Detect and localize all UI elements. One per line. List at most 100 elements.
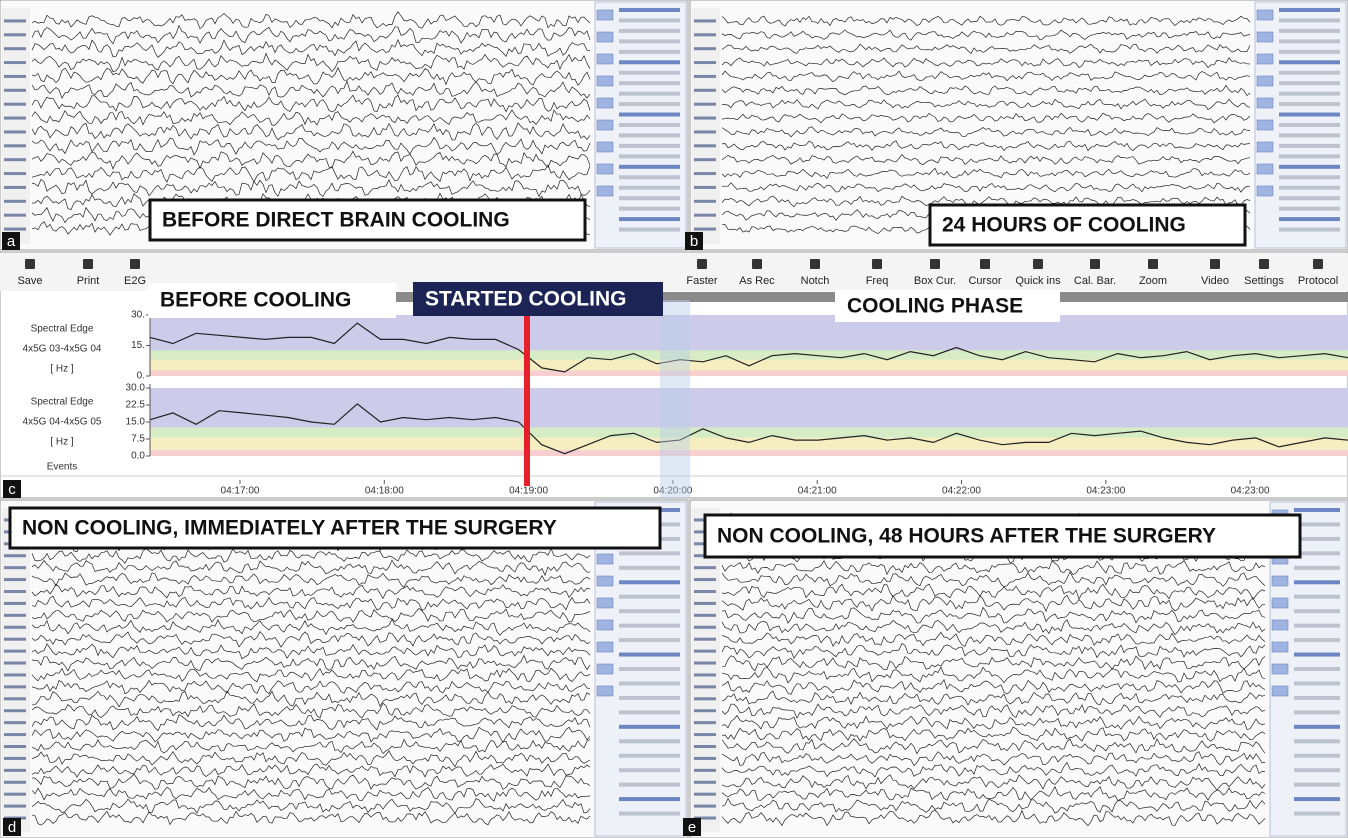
y-tick-label: 22.5 xyxy=(126,400,146,411)
side-setting xyxy=(619,133,680,137)
side-setting xyxy=(1279,8,1340,12)
toolbar-icon xyxy=(1259,259,1269,269)
channel-name xyxy=(4,638,26,641)
caption: NON COOLING, IMMEDIATELY AFTER THE SURGE… xyxy=(22,517,557,540)
y-tick-label: 15.0 xyxy=(126,417,146,428)
channel-name xyxy=(694,200,716,203)
channel-name xyxy=(4,117,26,120)
y-tick-label: 7.5 xyxy=(131,434,145,445)
side-button xyxy=(1272,620,1288,630)
side-setting xyxy=(1294,653,1340,657)
side-button xyxy=(1272,598,1288,608)
side-setting xyxy=(1279,207,1340,211)
toolbar-icon xyxy=(1033,259,1043,269)
toolbar-icon xyxy=(752,259,762,269)
toolbar-button: Freq xyxy=(866,275,889,287)
toolbar-icon xyxy=(130,259,140,269)
y-tick-label: 0. xyxy=(137,371,145,382)
channel-name xyxy=(4,602,26,605)
side-button xyxy=(597,10,613,20)
time-label: 04:23:00 xyxy=(1231,486,1270,497)
channel-name xyxy=(694,709,716,712)
channel-name xyxy=(694,47,716,50)
side-button xyxy=(1257,54,1273,64)
side-button xyxy=(597,554,613,564)
side-button xyxy=(597,164,613,174)
side-setting xyxy=(619,81,680,85)
side-button xyxy=(1257,10,1273,20)
toolbar-button: Save xyxy=(17,275,42,287)
side-setting xyxy=(1279,39,1340,43)
channel-name xyxy=(4,186,26,189)
side-setting xyxy=(619,595,680,599)
channel-name xyxy=(694,745,716,748)
frequency-band xyxy=(150,360,1348,371)
channel-name xyxy=(4,733,26,736)
side-setting xyxy=(1279,217,1340,221)
side-button xyxy=(597,76,613,86)
side-setting xyxy=(619,71,680,75)
channel-name xyxy=(694,614,716,617)
side-button xyxy=(597,186,613,196)
side-setting xyxy=(1279,60,1340,64)
side-setting xyxy=(1279,175,1340,179)
frequency-band xyxy=(150,427,1348,437)
side-setting xyxy=(1279,154,1340,158)
toolbar-icon xyxy=(1210,259,1220,269)
channel-name xyxy=(4,662,26,665)
channel-name xyxy=(4,33,26,36)
channel-name xyxy=(694,793,716,796)
side-button xyxy=(597,664,613,674)
row-label: Spectral Edge xyxy=(31,397,94,408)
side-setting xyxy=(1294,681,1340,685)
channel-name xyxy=(694,172,716,175)
side-setting xyxy=(619,196,680,200)
side-setting xyxy=(619,566,680,570)
channel-name xyxy=(4,781,26,784)
panel-letter: a xyxy=(7,233,16,250)
y-tick-label: 30.0 xyxy=(126,383,146,394)
toolbar-button: Video xyxy=(1201,275,1229,287)
frequency-band xyxy=(150,438,1348,450)
side-setting xyxy=(619,207,680,211)
channel-name xyxy=(4,200,26,203)
channel-name xyxy=(4,578,26,581)
side-setting xyxy=(1279,133,1340,137)
toolbar-icon xyxy=(1090,259,1100,269)
side-setting xyxy=(619,797,680,801)
side-setting xyxy=(619,113,680,117)
side-setting xyxy=(619,725,680,729)
channel-name xyxy=(4,103,26,106)
channel-name xyxy=(694,186,716,189)
time-label: 04:21:00 xyxy=(798,486,837,497)
channel-name xyxy=(694,103,716,106)
side-setting xyxy=(1294,508,1340,512)
channel-name xyxy=(694,602,716,605)
channel-name xyxy=(694,757,716,760)
channel-name xyxy=(4,614,26,617)
time-label: 04:17:00 xyxy=(221,486,260,497)
side-setting xyxy=(1294,812,1340,816)
side-setting xyxy=(1279,92,1340,96)
side-setting xyxy=(1294,566,1340,570)
channel-name xyxy=(4,61,26,64)
channel-name xyxy=(694,130,716,133)
side-button xyxy=(597,54,613,64)
side-button xyxy=(1272,664,1288,674)
side-setting xyxy=(619,60,680,64)
channel-name xyxy=(694,662,716,665)
row-label: [ Hz ] xyxy=(50,364,74,375)
frequency-band xyxy=(150,315,1348,350)
channel-name xyxy=(694,650,716,653)
frequency-band xyxy=(150,388,1348,427)
side-button xyxy=(597,598,613,608)
channel-name xyxy=(694,626,716,629)
phase-label: STARTED COOLING xyxy=(425,288,626,311)
side-button xyxy=(597,32,613,42)
side-setting xyxy=(619,144,680,148)
side-setting xyxy=(619,580,680,584)
toolbar-icon xyxy=(83,259,93,269)
channel-name xyxy=(694,33,716,36)
side-setting xyxy=(619,754,680,758)
caption: BEFORE DIRECT BRAIN COOLING xyxy=(162,209,510,232)
